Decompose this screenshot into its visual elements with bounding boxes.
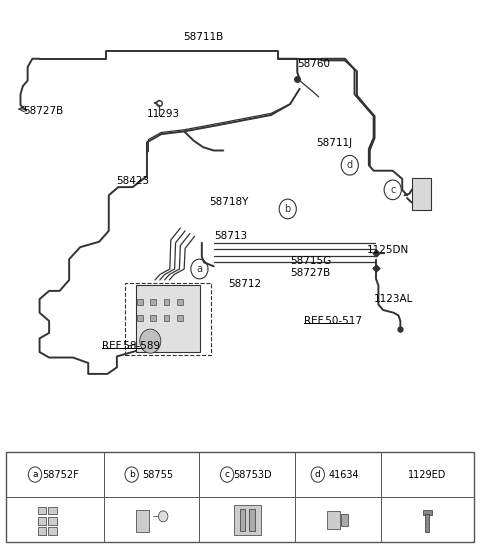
Bar [38,517,47,524]
Bar [164,299,169,305]
Text: 58755: 58755 [142,469,173,480]
Bar [164,315,169,322]
Text: 58715G: 58715G [290,256,331,266]
Text: 58423: 58423 [116,176,149,186]
Bar [136,285,200,352]
Bar [240,509,245,530]
Bar [48,507,57,514]
Bar [341,514,348,526]
Text: 11293: 11293 [147,109,180,120]
Text: 1125DN: 1125DN [366,245,408,255]
Bar [48,527,57,535]
Bar [412,178,431,210]
Text: a: a [32,470,38,479]
Text: 41634: 41634 [328,469,359,480]
Text: 58727B: 58727B [23,105,63,116]
Text: 58760: 58760 [297,59,330,69]
Text: 58727B: 58727B [290,268,330,278]
Text: 58711B: 58711B [183,32,223,42]
Text: a: a [196,264,203,274]
Bar [137,299,143,305]
Bar [177,315,183,322]
Text: d: d [315,470,321,479]
Bar [249,509,255,530]
Bar [177,299,183,305]
Text: REF.58-589: REF.58-589 [102,340,160,350]
Bar [136,510,149,531]
Bar [38,527,47,535]
Bar [422,510,432,516]
Text: 58718Y: 58718Y [209,197,248,207]
Text: c: c [390,185,396,195]
Bar [150,315,156,322]
Text: 58752F: 58752F [42,469,79,480]
Text: d: d [347,160,353,170]
Bar [327,511,340,529]
Text: b: b [285,204,291,214]
Bar [234,506,261,535]
Bar [150,299,156,305]
Circle shape [140,329,161,353]
Text: 58713: 58713 [214,231,247,241]
Text: 58753D: 58753D [234,469,272,480]
Circle shape [158,511,168,522]
Bar [6,452,474,542]
Bar [38,507,47,514]
Text: 1123AL: 1123AL [373,294,413,304]
Text: REF.50-517: REF.50-517 [304,316,362,326]
Text: b: b [129,470,134,479]
Bar [425,514,429,531]
Text: 58711J: 58711J [316,138,352,148]
Bar [48,517,57,524]
Bar [137,315,143,322]
Text: 1129ED: 1129ED [408,469,446,480]
Text: c: c [225,470,229,479]
Text: 58712: 58712 [228,279,261,289]
